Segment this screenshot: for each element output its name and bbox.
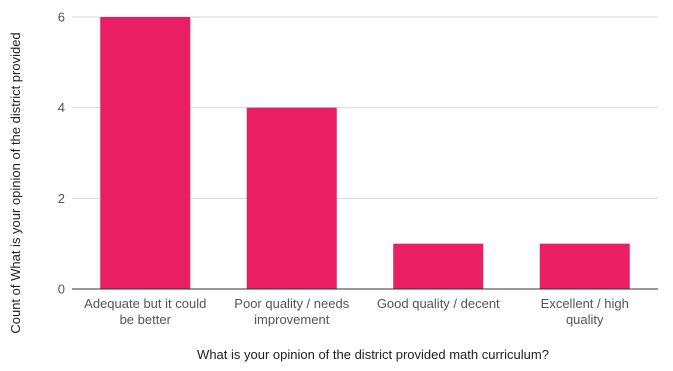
y-tick-label: 0 [58,282,65,297]
x-tick-label: Adequate but it could be better [84,296,206,327]
bar [393,243,484,289]
x-tick-label: Poor quality / needs improvement [234,296,349,327]
y-tick-label: 6 [58,10,65,25]
y-tick-labels: 0 2 4 6 [58,10,65,297]
x-tick-labels: Adequate but it could be better Poor quali… [84,296,629,327]
x-tick-label: Excellent / high quality [541,296,629,327]
x-axis-title: What is your opinion of the district pro… [197,347,549,362]
bar [539,243,630,289]
y-tick-label: 2 [58,191,65,206]
y-axis-title: Count of What is your opinion of the dis… [8,32,23,333]
x-tick-label: Good quality / decent [377,296,500,311]
bar [100,17,191,289]
bars [100,17,630,290]
y-tick-label: 4 [58,100,65,115]
bar [246,107,337,290]
